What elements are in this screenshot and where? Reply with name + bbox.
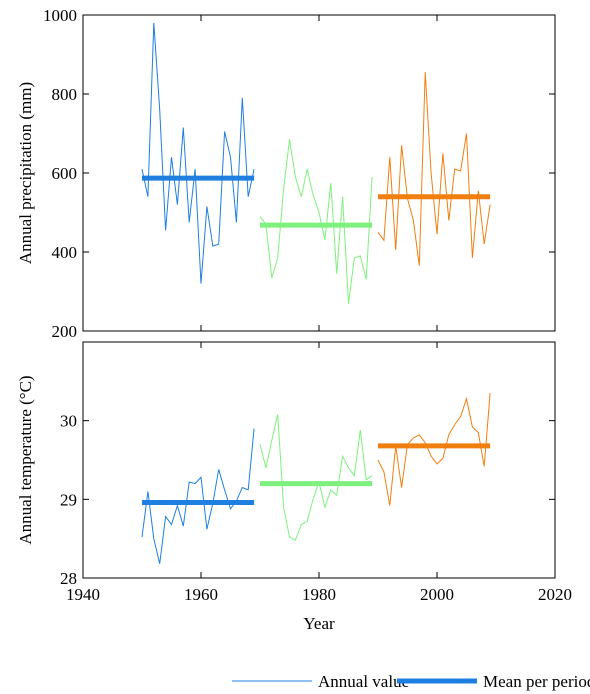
legend: Annual value Mean per period xyxy=(232,672,590,691)
precip-ytick-label: 1000 xyxy=(43,6,77,25)
temp-annual-line-period-2 xyxy=(259,414,373,541)
temp-ylabel: Annual temperature (°C) xyxy=(16,375,35,544)
temp-annual-line-period-3 xyxy=(377,393,491,506)
xtick-label: 2020 xyxy=(538,585,572,604)
temperature-panel: 28 29 30 1940 1960 1980 2000 2020 Annual tempera… xyxy=(16,341,572,633)
legend-annual-label: Annual value xyxy=(318,672,409,691)
xlabel: Year xyxy=(303,614,335,633)
xtick-label: 1980 xyxy=(302,585,336,604)
precipitation-panel: 200 400 600 800 1000 Annual precipitation (mm… xyxy=(16,6,556,341)
temp-ytick-label: 30 xyxy=(60,412,77,431)
legend-mean-label: Mean per period xyxy=(483,672,590,691)
temp-plot-frame xyxy=(82,341,556,579)
precip-ytick-label: 400 xyxy=(52,243,78,262)
xtick-label: 1940 xyxy=(66,585,100,604)
xtick-label: 1960 xyxy=(184,585,218,604)
precip-annual-line-period-3 xyxy=(377,72,491,266)
temp-ytick-label: 29 xyxy=(60,490,77,509)
precip-ytick-label: 200 xyxy=(52,322,78,341)
precip-ylabel: Annual precipitation (mm) xyxy=(16,82,35,264)
xtick-label: 2000 xyxy=(420,585,454,604)
precip-annual-line-period-1 xyxy=(141,22,255,284)
temp-ytick-label: 28 xyxy=(60,569,77,588)
precip-ytick-label: 600 xyxy=(52,164,78,183)
precip-annual-line-period-2 xyxy=(259,139,373,304)
temp-annual-line-period-1 xyxy=(141,428,255,564)
precip-ytick-label: 800 xyxy=(52,85,78,104)
precip-plot-frame xyxy=(82,14,556,332)
